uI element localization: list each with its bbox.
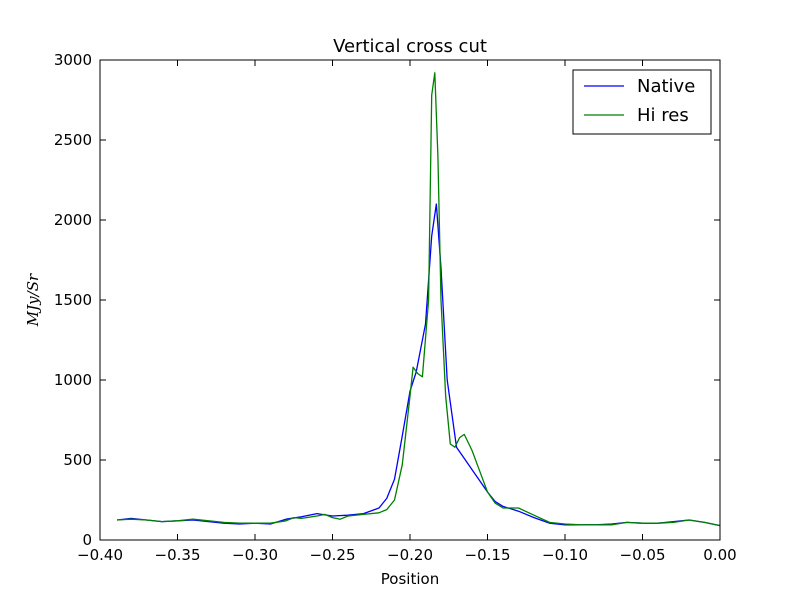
x-tick-label: −0.40 xyxy=(77,546,123,564)
legend-label-hi-res: Hi res xyxy=(637,105,689,126)
x-tick-label: 0.00 xyxy=(703,546,736,564)
y-tick-label: 2000 xyxy=(54,211,92,229)
x-tick-label: −0.15 xyxy=(465,546,511,564)
ticks-layer: −0.40 −0.35 −0.30 −0.25 −0.20 −0.15 −0.10 −0.05… xyxy=(54,51,737,564)
x-tick-label: −0.10 xyxy=(542,546,588,564)
series-layer xyxy=(116,72,721,527)
y-tick-label: 1500 xyxy=(54,291,92,309)
chart-title: Vertical cross cut xyxy=(333,36,487,57)
x-tick-label: −0.05 xyxy=(620,546,666,564)
x-axis-label: Position xyxy=(381,570,439,588)
y-tick-label: 1000 xyxy=(54,371,92,389)
y-tick-label: 0 xyxy=(82,531,92,549)
x-tick-label: −0.25 xyxy=(310,546,356,564)
series-line-hi-res xyxy=(117,72,721,527)
y-axis-label: MJy/Sr xyxy=(24,273,42,327)
legend: Native Hi res xyxy=(572,69,712,135)
y-tick-label: 500 xyxy=(63,451,92,469)
y-tick-label: 2500 xyxy=(54,131,92,149)
x-tick-label: −0.30 xyxy=(232,546,278,564)
y-tick-label: 3000 xyxy=(54,51,92,69)
x-tick-label: −0.20 xyxy=(387,546,433,564)
legend-label-native: Native xyxy=(637,76,695,97)
legend-box xyxy=(572,69,712,135)
x-tick-label: −0.35 xyxy=(155,546,201,564)
